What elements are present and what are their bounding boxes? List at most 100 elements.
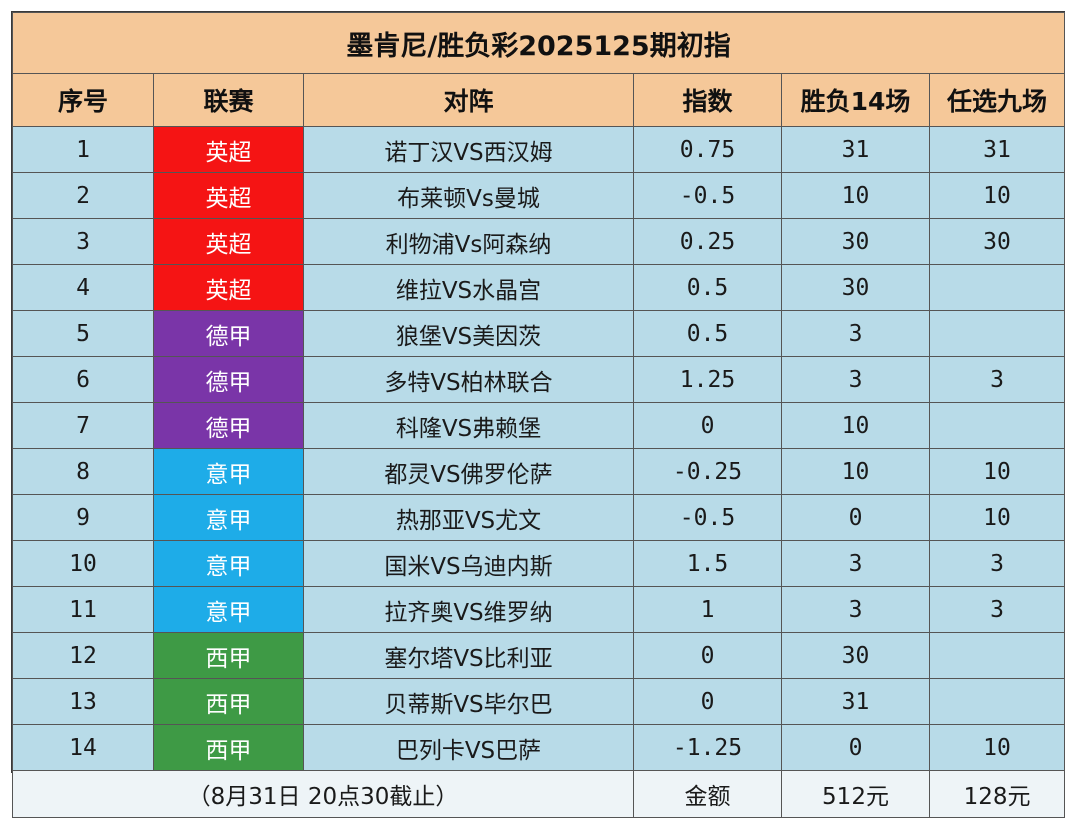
lottery-table: 墨肯尼/胜负彩2025125期初指 序号 联赛 对阵 指数 胜负14场 任选九场…	[11, 12, 1066, 818]
row-league: 德甲	[153, 402, 304, 449]
row-r9	[928, 402, 1066, 449]
row-odds: 0.5	[633, 264, 782, 311]
row-index: 14	[12, 724, 154, 771]
row-r9	[928, 632, 1066, 679]
row-index: 1	[12, 126, 154, 173]
row-match: 巴列卡VS巴萨	[303, 724, 634, 771]
header-match: 对阵	[303, 73, 634, 127]
row-sf14: 10	[781, 448, 930, 495]
row-r9	[928, 678, 1066, 725]
row-match: 布莱顿Vs曼城	[303, 172, 634, 219]
row-odds: 0	[633, 632, 782, 679]
row-index: 11	[12, 586, 154, 633]
title-row: 墨肯尼/胜负彩2025125期初指	[11, 12, 1066, 74]
row-match: 塞尔塔VS比利亚	[303, 632, 634, 679]
table-row: 1 英超 诺丁汉VS西汉姆 0.75 31 31	[12, 126, 1066, 173]
row-odds: 0.75	[633, 126, 782, 173]
row-index: 6	[12, 356, 154, 403]
row-league: 英超	[153, 126, 304, 173]
row-league: 德甲	[153, 310, 304, 357]
row-odds: -0.5	[633, 494, 782, 541]
row-odds: 1.25	[633, 356, 782, 403]
row-index: 12	[12, 632, 154, 679]
row-league: 意甲	[153, 540, 304, 587]
row-match: 拉齐奥VS维罗纳	[303, 586, 634, 633]
table-row: 6 德甲 多特VS柏林联合 1.25 3 3	[12, 356, 1066, 403]
header-r9: 任选九场	[928, 73, 1066, 127]
row-index: 10	[12, 540, 154, 587]
row-index: 3	[12, 218, 154, 265]
row-odds: 1	[633, 586, 782, 633]
row-sf14: 31	[781, 678, 930, 725]
row-odds: 0.5	[633, 310, 782, 357]
row-odds: 0	[633, 402, 782, 449]
row-match: 都灵VS佛罗伦萨	[303, 448, 634, 495]
row-odds: 0.25	[633, 218, 782, 265]
row-index: 8	[12, 448, 154, 495]
row-sf14: 31	[781, 126, 930, 173]
table-row: 4 英超 维拉VS水晶宫 0.5 30	[12, 264, 1066, 311]
row-r9: 30	[928, 218, 1066, 265]
row-r9: 10	[928, 494, 1066, 541]
table-row: 3 英超 利物浦Vs阿森纳 0.25 30 30	[12, 218, 1066, 265]
row-index: 9	[12, 494, 154, 541]
row-index: 4	[12, 264, 154, 311]
r9-amount: 128元	[928, 770, 1066, 818]
row-r9: 10	[928, 724, 1066, 771]
row-league: 英超	[153, 218, 304, 265]
row-league: 意甲	[153, 448, 304, 495]
table-row: 7 德甲 科隆VS弗赖堡 0 10	[12, 402, 1066, 449]
header-index: 序号	[12, 73, 154, 127]
lottery-sheet: 墨肯尼/胜负彩2025125期初指 序号 联赛 对阵 指数 胜负14场 任选九场…	[11, 11, 1066, 818]
sheet-title: 墨肯尼/胜负彩2025125期初指	[11, 12, 1066, 74]
row-match: 维拉VS水晶宫	[303, 264, 634, 311]
row-r9	[928, 310, 1066, 357]
sf14-amount: 512元	[781, 770, 930, 818]
row-index: 13	[12, 678, 154, 725]
table-body: 1 英超 诺丁汉VS西汉姆 0.75 31 31 2 英超 布莱顿Vs曼城 -0.5 10 10 3 英超…	[12, 126, 1066, 771]
row-league: 意甲	[153, 494, 304, 541]
row-league: 西甲	[153, 678, 304, 725]
row-r9	[928, 264, 1066, 311]
row-r9: 10	[928, 448, 1066, 495]
table-row: 2 英超 布莱顿Vs曼城 -0.5 10 10	[12, 172, 1066, 219]
row-league: 西甲	[153, 632, 304, 679]
amount-label: 金额	[633, 770, 782, 818]
row-league: 英超	[153, 172, 304, 219]
header-row: 序号 联赛 对阵 指数 胜负14场 任选九场	[12, 73, 1066, 127]
row-odds: 0	[633, 678, 782, 725]
row-match: 热那亚VS尤文	[303, 494, 634, 541]
row-match: 国米VS乌迪内斯	[303, 540, 634, 587]
row-match: 多特VS柏林联合	[303, 356, 634, 403]
row-sf14: 0	[781, 724, 930, 771]
row-r9: 31	[928, 126, 1066, 173]
table-row: 12 西甲 塞尔塔VS比利亚 0 30	[12, 632, 1066, 679]
row-sf14: 10	[781, 172, 930, 219]
row-sf14: 0	[781, 494, 930, 541]
row-league: 德甲	[153, 356, 304, 403]
table-row: 13 西甲 贝蒂斯VS毕尔巴 0 31	[12, 678, 1066, 725]
row-index: 2	[12, 172, 154, 219]
table-row: 11 意甲 拉齐奥VS维罗纳 1 3 3	[12, 586, 1066, 633]
row-r9: 3	[928, 356, 1066, 403]
row-r9: 3	[928, 540, 1066, 587]
row-odds: -0.25	[633, 448, 782, 495]
deadline-note: （8月31日 20点30截止）	[12, 770, 634, 818]
footer-row: （8月31日 20点30截止） 金额 512元 128元	[12, 770, 1066, 818]
row-match: 科隆VS弗赖堡	[303, 402, 634, 449]
row-match: 利物浦Vs阿森纳	[303, 218, 634, 265]
header-league: 联赛	[153, 73, 304, 127]
row-r9: 3	[928, 586, 1066, 633]
row-sf14: 10	[781, 402, 930, 449]
header-sf14: 胜负14场	[781, 73, 930, 127]
row-index: 7	[12, 402, 154, 449]
row-sf14: 3	[781, 540, 930, 587]
table-row: 10 意甲 国米VS乌迪内斯 1.5 3 3	[12, 540, 1066, 587]
table-row: 14 西甲 巴列卡VS巴萨 -1.25 0 10	[12, 724, 1066, 771]
row-odds: -1.25	[633, 724, 782, 771]
row-sf14: 3	[781, 586, 930, 633]
row-match: 贝蒂斯VS毕尔巴	[303, 678, 634, 725]
row-odds: 1.5	[633, 540, 782, 587]
table-row: 9 意甲 热那亚VS尤文 -0.5 0 10	[12, 494, 1066, 541]
row-sf14: 3	[781, 310, 930, 357]
